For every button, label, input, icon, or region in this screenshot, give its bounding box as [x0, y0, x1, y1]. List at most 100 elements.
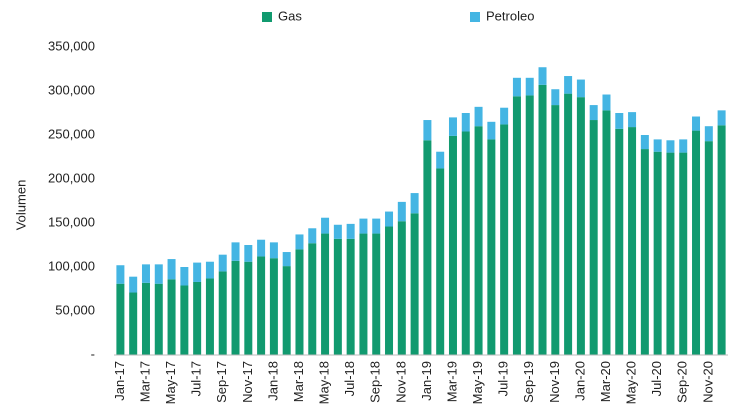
bar-segment — [448, 135, 457, 355]
bar-segment — [116, 283, 125, 355]
bar-segment — [244, 261, 253, 355]
bar-segment — [487, 139, 496, 355]
bar-segment — [129, 276, 138, 293]
legend-label: Petroleo — [486, 8, 534, 23]
bar-segment — [640, 149, 649, 355]
x-tick-label: Jul-19 — [496, 361, 511, 396]
bar-segment — [551, 105, 560, 355]
legend-swatch — [262, 12, 272, 22]
bar-segment — [359, 233, 368, 355]
bar-segment — [640, 135, 649, 150]
bar-segment — [282, 266, 291, 355]
bar-segment — [692, 116, 701, 131]
bar-segment — [346, 238, 355, 355]
bar-segment — [717, 110, 726, 126]
bar-segment — [576, 97, 585, 355]
bar-segment — [602, 110, 611, 355]
bar-segment — [423, 140, 432, 355]
bar-segment — [538, 67, 547, 85]
bar-segment — [628, 112, 637, 128]
y-tick-label: 150,000 — [48, 214, 95, 229]
y-tick-label: 300,000 — [48, 82, 95, 97]
bar-segment — [154, 264, 163, 284]
bar-segment — [423, 120, 432, 141]
bar-segment — [717, 125, 726, 355]
bar-segment — [461, 113, 470, 132]
bar-segment — [333, 224, 342, 239]
bar-segment — [257, 239, 266, 257]
y-tick-label: - — [91, 346, 95, 361]
y-tick-label: 50,000 — [55, 302, 95, 317]
bar-segment — [180, 285, 189, 355]
bar-segment — [359, 218, 368, 234]
bar-segment — [704, 126, 713, 142]
x-tick-label: Jul-20 — [649, 361, 664, 396]
x-tick-label: Mar-20 — [598, 361, 613, 402]
bar-segment — [282, 252, 291, 267]
bar-segment — [692, 130, 701, 355]
x-tick-label: Jan-18 — [265, 361, 280, 401]
x-tick-label: Mar-18 — [291, 361, 306, 402]
bar-segment — [129, 292, 138, 355]
bar-segment — [141, 282, 150, 355]
bar-segment — [205, 278, 214, 355]
bar-segment — [231, 242, 240, 261]
bar-segment — [461, 131, 470, 355]
bar-segment — [564, 93, 573, 355]
bar-segment — [666, 140, 675, 153]
bar-segment — [346, 223, 355, 239]
bar-segment — [448, 117, 457, 136]
bar-segment — [653, 151, 662, 355]
bar-segment — [589, 120, 598, 355]
bar-segment — [436, 151, 445, 169]
bar-segment — [308, 243, 317, 355]
bar-segment — [538, 84, 547, 355]
bar-segment — [500, 124, 509, 355]
bar-segment — [576, 79, 585, 98]
bar-segment — [308, 228, 317, 244]
bar-segment — [385, 211, 394, 227]
x-tick-label: Sep-19 — [521, 361, 536, 403]
bar-segment — [410, 213, 419, 355]
bar-segment — [615, 128, 624, 355]
x-tick-label: May-19 — [470, 361, 485, 404]
bar-segment — [257, 256, 266, 355]
bar-segment — [141, 264, 150, 283]
y-tick-label: 250,000 — [48, 126, 95, 141]
y-tick-label: 100,000 — [48, 258, 95, 273]
bar-segment — [180, 267, 189, 286]
bar-segment — [372, 218, 381, 234]
bar-segment — [679, 152, 688, 355]
legend-label: Gas — [278, 8, 302, 23]
bar-segment — [602, 94, 611, 111]
bar-segment — [154, 283, 163, 355]
x-tick-label: Sep-18 — [368, 361, 383, 403]
bar-segment — [385, 226, 394, 355]
bar-segment — [333, 238, 342, 355]
bar-segment — [167, 259, 176, 280]
bar-segment — [269, 258, 278, 355]
bar-segment — [218, 254, 227, 272]
x-tick-label: May-17 — [163, 361, 178, 404]
bar-segment — [500, 107, 509, 125]
bar-segment — [589, 105, 598, 121]
bar-segment — [231, 260, 240, 355]
bar-segment — [269, 242, 278, 259]
bar-segment — [487, 121, 496, 140]
x-tick-label: Nov-18 — [393, 361, 408, 403]
bar-segment — [397, 201, 406, 222]
y-tick-label: 350,000 — [48, 38, 95, 53]
bar-segment — [295, 234, 304, 250]
x-tick-label: Jul-17 — [189, 361, 204, 396]
x-tick-label: Jul-18 — [342, 361, 357, 396]
x-tick-label: Sep-20 — [675, 361, 690, 403]
bar-segment — [628, 127, 637, 355]
bar-segment — [474, 126, 483, 355]
bar-segment — [512, 96, 521, 355]
bar-segment — [436, 168, 445, 355]
bar-segment — [512, 77, 521, 97]
bar-segment — [372, 233, 381, 355]
x-tick-label: Nov-20 — [700, 361, 715, 403]
bar-segment — [218, 271, 227, 355]
